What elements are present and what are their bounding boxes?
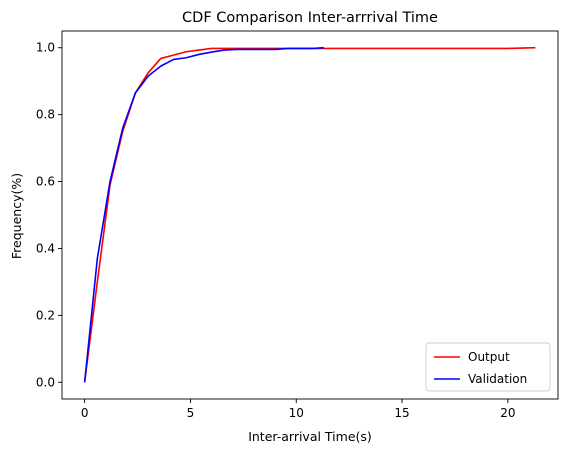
x-tick-label: 15 — [394, 406, 409, 420]
legend-label-output: Output — [468, 350, 510, 364]
chart-title: CDF Comparison Inter-arrrival Time — [182, 10, 438, 26]
legend: Output Validation — [425, 342, 551, 392]
y-tick-label: 0.4 — [36, 241, 55, 255]
series-line-validation — [83, 46, 324, 383]
x-tick-label: 5 — [187, 406, 195, 420]
axes-frame — [61, 30, 559, 400]
y-tick-label: 0.6 — [36, 175, 55, 189]
y-tick-label: 0.0 — [36, 375, 55, 389]
y-axis-title: Frequency(%) — [9, 173, 24, 259]
plot-area: 0 5 10 15 20 0.0 0.2 0.4 0.6 0.8 1.0 — [36, 30, 559, 420]
x-tick-label: 20 — [500, 406, 515, 420]
y-tick-label: 0.2 — [36, 308, 55, 322]
y-tick-label: 0.8 — [36, 108, 55, 122]
y-tick-label: 1.0 — [36, 41, 55, 55]
x-tick-label: 10 — [289, 406, 304, 420]
x-axis-title: Inter-arrival Time(s) — [248, 429, 372, 444]
legend-label-validation: Validation — [468, 372, 527, 386]
x-tick-label: 0 — [81, 406, 89, 420]
